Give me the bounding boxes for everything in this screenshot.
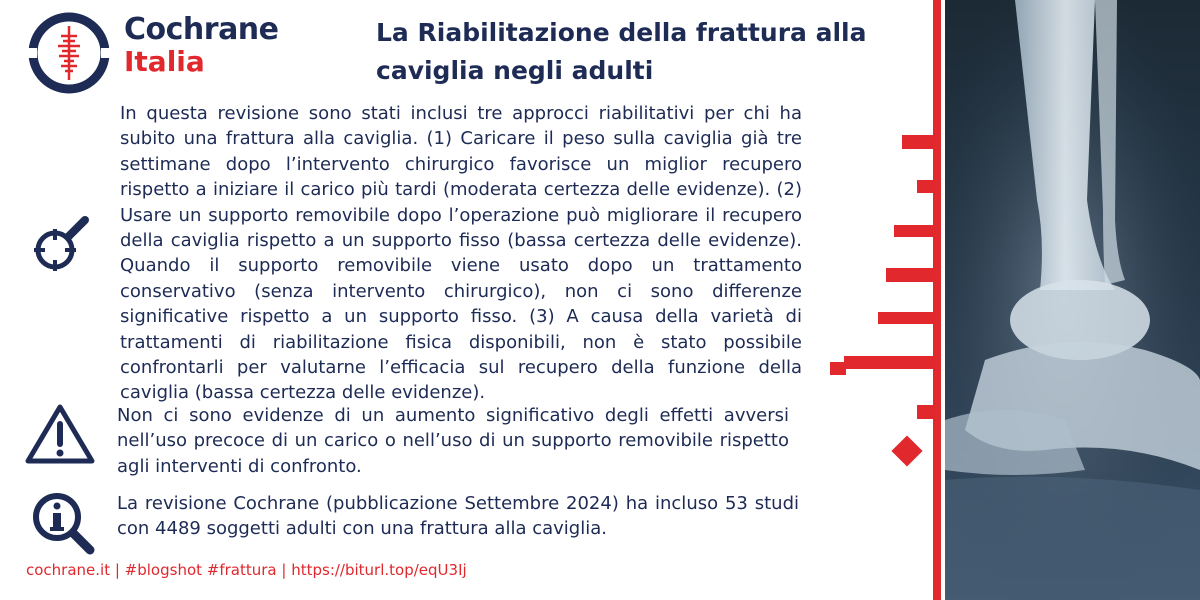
logo-line-1: Cochrane <box>124 12 279 47</box>
logo-line-2: Italia <box>124 45 205 78</box>
section-2-text: Non ci sono evidenze di un aumento signi… <box>117 405 789 477</box>
logo-text: Cochrane Italia <box>124 14 279 78</box>
footer-links: cochrane.it | #blogshot #frattura | http… <box>26 561 467 579</box>
page-title: La Riabilitazione della frattura alla ca… <box>376 18 867 85</box>
magnifier-target-icon <box>34 216 89 271</box>
section-1-text: In questa revisione sono stati inclusi t… <box>120 103 802 404</box>
info-magnifier-icon <box>33 493 95 555</box>
ankle-xray-image <box>945 0 1200 600</box>
decorative-red-bars <box>830 0 941 600</box>
cochrane-logo-icon <box>28 12 110 94</box>
warning-triangle-icon <box>25 404 95 464</box>
section-3-text: La revisione Cochrane (pubblicazione Set… <box>117 493 799 540</box>
